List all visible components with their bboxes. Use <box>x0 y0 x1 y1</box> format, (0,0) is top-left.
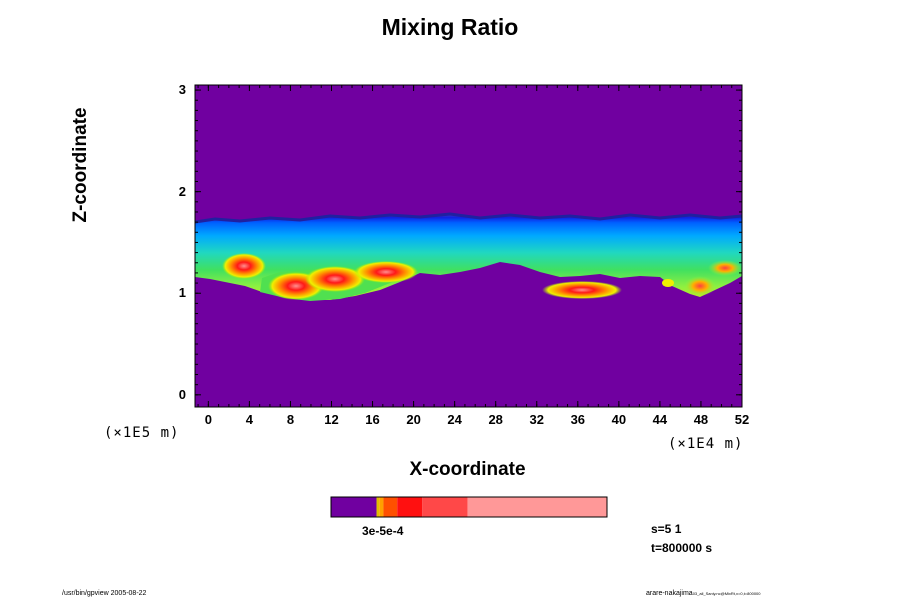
x-tick-label: 44 <box>652 412 668 427</box>
tick-marks <box>195 85 743 407</box>
step-info: s=5 1 <box>651 522 682 536</box>
hotspot-center <box>305 266 365 292</box>
colorbar-tick-label: 3e-5e-4 <box>362 524 404 538</box>
x-tick-label: 48 <box>693 412 709 427</box>
y-tick-label: 2 <box>178 183 186 199</box>
hotspot-right <box>542 281 622 299</box>
hotspot-far-right <box>684 276 716 296</box>
y-tick-label: 0 <box>178 386 186 402</box>
footer-right: arare-nakajima03_all_Saniy.nc@MixRt,x=0,… <box>646 590 761 597</box>
x-tick-label: 16 <box>365 412 380 427</box>
x-tick-label: 36 <box>570 412 586 427</box>
time-info: t=800000 s <box>651 541 713 555</box>
x-tick-label: 52 <box>734 412 750 427</box>
chart-title: Mixing Ratio <box>381 14 519 40</box>
x-tick-label: 40 <box>611 412 627 427</box>
x-tick-label: 8 <box>286 412 295 427</box>
x-axis-unit: (×1E4 m) <box>668 436 744 452</box>
x-tick-label: 32 <box>529 412 544 427</box>
x-tick-label: 0 <box>204 412 212 427</box>
cell-small-right <box>662 279 674 287</box>
footer-left: /usr/bin/gpview 2005-08-22 <box>62 590 147 597</box>
y-axis-unit: (×1E5 m) <box>104 425 180 441</box>
x-tick-label: 12 <box>324 412 339 427</box>
x-axis-label: X-coordinate <box>409 459 526 480</box>
y-axis-label: Z-coordinate <box>70 107 91 223</box>
footer-right-small: 03_all_Saniy.nc@MixRt,x=0,t=800000 <box>692 591 761 596</box>
hotspot-left <box>222 253 266 279</box>
x-tick-label: 20 <box>406 412 421 427</box>
hotspot-center-right <box>354 261 418 283</box>
footer-right-main: arare-nakajima <box>646 590 693 597</box>
y-tick-label: 1 <box>178 285 186 301</box>
cell-edge-right <box>708 260 742 276</box>
cloud-band-top-edge <box>195 212 742 224</box>
plot-frame <box>194 84 743 408</box>
x-tick-label: 28 <box>488 412 503 427</box>
y-tick-label: 3 <box>178 82 186 98</box>
x-tick-label: 4 <box>245 412 253 427</box>
x-tick-label: 24 <box>447 412 462 427</box>
